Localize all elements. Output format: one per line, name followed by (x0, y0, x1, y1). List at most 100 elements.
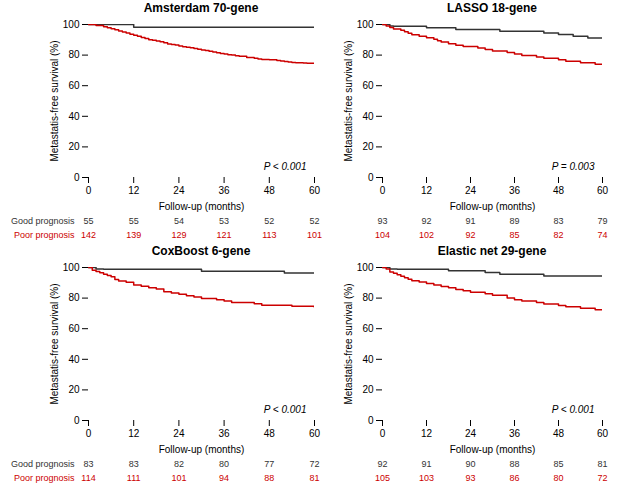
svg-text:Metastatis-free survival (%): Metastatis-free survival (%) (343, 283, 354, 404)
svg-text:90: 90 (465, 459, 475, 469)
svg-text:81: 81 (597, 459, 607, 469)
svg-text:74: 74 (597, 230, 607, 240)
svg-text:0: 0 (86, 428, 92, 439)
svg-text:Follow-up (months): Follow-up (months) (450, 444, 536, 455)
svg-text:48: 48 (553, 428, 565, 439)
svg-text:100: 100 (357, 19, 374, 30)
svg-text:Metastatis-free survival (%): Metastatis-free survival (%) (343, 40, 354, 161)
svg-text:Metastatis-free survival (%): Metastatis-free survival (%) (49, 283, 60, 404)
svg-text:12: 12 (421, 428, 433, 439)
svg-text:52: 52 (264, 216, 274, 226)
svg-text:36: 36 (509, 185, 521, 196)
svg-text:113: 113 (262, 230, 276, 240)
svg-text:0: 0 (368, 172, 374, 183)
svg-text:36: 36 (219, 428, 231, 439)
svg-text:0: 0 (380, 428, 386, 439)
svg-text:114: 114 (81, 473, 95, 483)
svg-text:81: 81 (309, 473, 319, 483)
svg-text:83: 83 (553, 216, 563, 226)
svg-text:60: 60 (362, 323, 374, 334)
svg-text:80: 80 (219, 459, 229, 469)
svg-text:P < 0.001: P < 0.001 (552, 404, 595, 415)
svg-text:101: 101 (307, 230, 322, 240)
svg-text:P < 0.001: P < 0.001 (264, 161, 307, 172)
svg-text:89: 89 (509, 216, 519, 226)
svg-text:40: 40 (68, 111, 80, 122)
svg-text:60: 60 (362, 80, 374, 91)
svg-text:101: 101 (171, 473, 186, 483)
svg-text:83: 83 (83, 459, 93, 469)
svg-text:85: 85 (509, 230, 519, 240)
svg-text:60: 60 (597, 185, 609, 196)
svg-text:129: 129 (171, 230, 186, 240)
svg-text:36: 36 (509, 428, 521, 439)
svg-text:60: 60 (68, 323, 80, 334)
svg-text:40: 40 (68, 354, 80, 365)
svg-text:40: 40 (362, 111, 374, 122)
svg-text:77: 77 (264, 459, 274, 469)
svg-text:60: 60 (309, 428, 321, 439)
svg-text:82: 82 (174, 459, 184, 469)
svg-text:24: 24 (173, 428, 185, 439)
svg-text:0: 0 (380, 185, 386, 196)
svg-text:83: 83 (129, 459, 139, 469)
svg-text:P < 0.001: P < 0.001 (264, 404, 307, 415)
svg-text:80: 80 (68, 292, 80, 303)
svg-text:20: 20 (362, 141, 374, 152)
svg-text:80: 80 (362, 292, 374, 303)
svg-text:91: 91 (465, 216, 475, 226)
svg-text:24: 24 (465, 185, 477, 196)
svg-text:92: 92 (377, 459, 387, 469)
svg-text:48: 48 (264, 428, 276, 439)
svg-text:12: 12 (421, 185, 433, 196)
svg-text:0: 0 (368, 415, 374, 426)
svg-text:Good prognosis: Good prognosis (11, 216, 75, 226)
svg-text:36: 36 (219, 185, 231, 196)
svg-text:0: 0 (74, 415, 80, 426)
svg-text:48: 48 (264, 185, 276, 196)
svg-text:100: 100 (63, 262, 80, 273)
svg-text:40: 40 (362, 354, 374, 365)
svg-text:111: 111 (127, 473, 141, 483)
svg-text:91: 91 (421, 459, 431, 469)
svg-text:54: 54 (174, 216, 184, 226)
svg-text:0: 0 (74, 172, 80, 183)
svg-text:Poor prognosis: Poor prognosis (14, 473, 75, 483)
svg-text:24: 24 (465, 428, 477, 439)
svg-text:88: 88 (509, 459, 519, 469)
svg-text:Good prognosis: Good prognosis (11, 459, 75, 469)
svg-text:0: 0 (86, 185, 92, 196)
svg-text:88: 88 (264, 473, 274, 483)
svg-text:100: 100 (357, 262, 374, 273)
svg-text:20: 20 (68, 141, 80, 152)
svg-text:104: 104 (375, 230, 390, 240)
svg-text:86: 86 (509, 473, 519, 483)
svg-text:79: 79 (597, 216, 607, 226)
svg-text:82: 82 (553, 230, 563, 240)
svg-text:72: 72 (597, 473, 607, 483)
svg-text:102: 102 (419, 230, 434, 240)
svg-text:105: 105 (375, 473, 390, 483)
svg-text:24: 24 (173, 185, 185, 196)
svg-text:55: 55 (83, 216, 93, 226)
svg-text:121: 121 (217, 230, 232, 240)
svg-text:12: 12 (128, 185, 140, 196)
svg-text:142: 142 (81, 230, 96, 240)
svg-text:80: 80 (362, 49, 374, 60)
svg-text:103: 103 (419, 473, 434, 483)
svg-text:Metastatis-free survival (%): Metastatis-free survival (%) (49, 40, 60, 161)
svg-text:80: 80 (68, 49, 80, 60)
svg-text:60: 60 (309, 185, 321, 196)
svg-text:52: 52 (309, 216, 319, 226)
svg-text:139: 139 (126, 230, 141, 240)
svg-text:93: 93 (377, 216, 387, 226)
svg-text:20: 20 (362, 384, 374, 395)
svg-text:94: 94 (219, 473, 229, 483)
svg-text:Follow-up (months): Follow-up (months) (450, 201, 536, 212)
svg-text:60: 60 (597, 428, 609, 439)
svg-text:53: 53 (219, 216, 229, 226)
svg-text:55: 55 (129, 216, 139, 226)
svg-text:Follow-up (months): Follow-up (months) (159, 201, 245, 212)
svg-text:Follow-up (months): Follow-up (months) (159, 444, 245, 455)
svg-text:92: 92 (421, 216, 431, 226)
